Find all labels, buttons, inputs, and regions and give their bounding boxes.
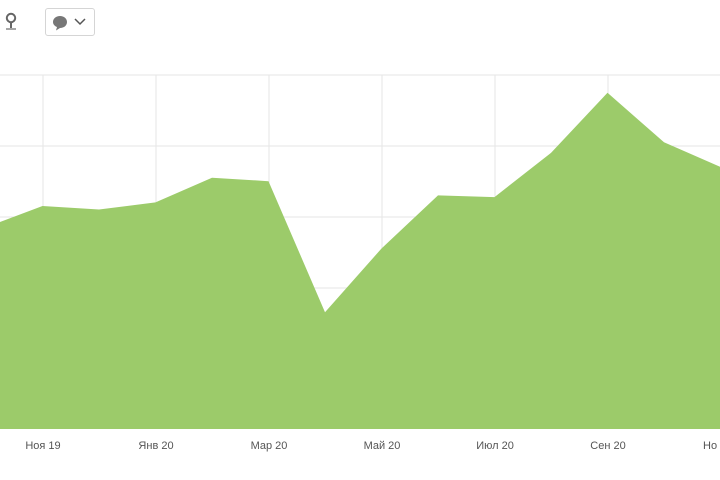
chart-toolbar <box>0 0 720 60</box>
x-tick-label: Мар 20 <box>251 440 288 452</box>
chevron-down-icon <box>74 18 86 26</box>
comment-dropdown[interactable] <box>45 8 95 36</box>
x-tick-label: Май 20 <box>364 440 401 452</box>
x-axis-ticks: Ноя 19 Янв 20 Мар 20 Май 20 Июл 20 Сен 20 Но <box>25 440 717 452</box>
comment-bubble-icon <box>53 16 67 31</box>
x-tick-label: Июл 20 <box>476 440 514 452</box>
series-area <box>0 92 720 429</box>
map-pin-icon <box>5 12 17 30</box>
x-tick-label: Янв 20 <box>138 440 173 452</box>
x-tick-label: Но <box>703 440 717 452</box>
map-pin-button[interactable] <box>0 8 22 36</box>
x-tick-label: Ноя 19 <box>25 440 60 452</box>
x-tick-label: Сен 20 <box>590 440 625 452</box>
